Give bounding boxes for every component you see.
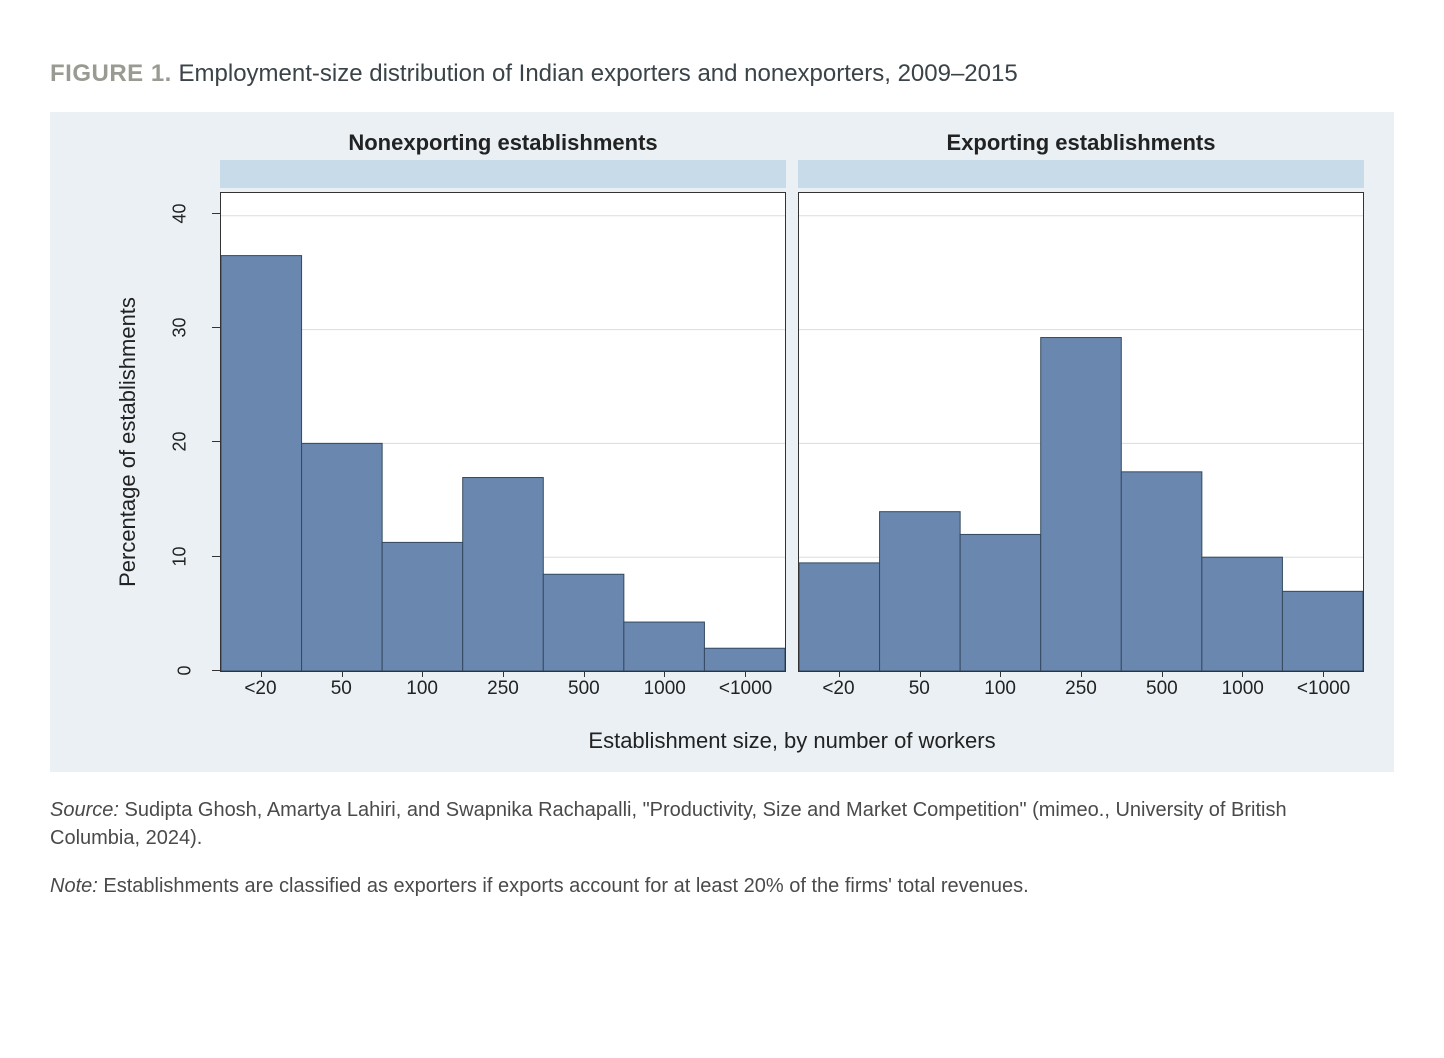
x-label-1-4: 500: [1121, 678, 1202, 714]
bar-1-0: [799, 563, 880, 671]
y-ticks: 010203040: [190, 192, 220, 672]
plot-0-svg: [221, 193, 785, 671]
x-label-0-4: 500: [543, 678, 624, 714]
x-label-0-1: 50: [301, 678, 382, 714]
bar-1-5: [1202, 557, 1283, 671]
figure-label: FIGURE 1.: [50, 60, 172, 87]
x-tickmark-0-2: [422, 671, 423, 677]
note-lead: Note:: [50, 875, 98, 897]
x-tickmark-0-6: [745, 671, 746, 677]
bar-0-2: [382, 542, 463, 671]
note-text: Establishments are classified as exporte…: [98, 875, 1029, 897]
source-text: Sudipta Ghosh, Amartya Lahiri, and Swapn…: [50, 799, 1287, 849]
panel-0-header: Nonexporting establishments: [220, 130, 786, 188]
axes-region: [220, 192, 1364, 672]
panel-1-title-bar: [798, 160, 1364, 188]
plot-0-bars: [221, 256, 785, 671]
bar-1-6: [1282, 591, 1363, 671]
note-caption: Note: Establishments are classified as e…: [50, 872, 1330, 900]
x-label-0-0: <20: [220, 678, 301, 714]
bar-0-0: [221, 256, 302, 671]
y-tick-20: 20: [170, 431, 220, 452]
x-label-1-0: <20: [798, 678, 879, 714]
x-tickmark-1-0: [839, 671, 840, 677]
panel-1-title: Exporting establishments: [798, 130, 1364, 156]
bar-1-4: [1121, 472, 1202, 671]
panel-0-title-bar: [220, 160, 786, 188]
figure-title: FIGURE 1. Employment-size distribution o…: [50, 60, 1394, 88]
x-label-1-2: 100: [960, 678, 1041, 714]
x-tickmark-0-3: [503, 671, 504, 677]
bar-1-1: [880, 512, 961, 671]
x-tickmark-1-5: [1242, 671, 1243, 677]
bar-0-5: [624, 622, 705, 671]
x-tickmark-1-4: [1162, 671, 1163, 677]
figure-title-text: Employment-size distribution of Indian e…: [179, 60, 1018, 87]
x-label-1-3: 250: [1041, 678, 1122, 714]
y-tick-10: 10: [170, 546, 220, 567]
plot-1-bars: [799, 338, 1363, 671]
bar-0-4: [543, 574, 624, 671]
x-tickmark-0-0: [261, 671, 262, 677]
x-tickmark-1-3: [1081, 671, 1082, 677]
x-label-1-6: <1000: [1283, 678, 1364, 714]
source-caption: Source: Sudipta Ghosh, Amartya Lahiri, a…: [50, 796, 1330, 852]
panel-1-header: Exporting establishments: [798, 130, 1364, 188]
bar-0-1: [302, 443, 383, 671]
x-label-0-3: 250: [463, 678, 544, 714]
y-axis-title: Percentage of establishments: [115, 297, 141, 587]
x-axis-title: Establishment size, by number of workers: [220, 728, 1364, 754]
x-tickmark-0-5: [664, 671, 665, 677]
panels-header: Nonexporting establishments Exporting es…: [220, 130, 1364, 188]
x-tickmark-1-1: [920, 671, 921, 677]
x-tickmark-1-6: [1323, 671, 1324, 677]
x-label-0-5: 1000: [624, 678, 705, 714]
x-label-1-5: 1000: [1202, 678, 1283, 714]
plot-0: [220, 192, 786, 672]
panel-0-title: Nonexporting establishments: [220, 130, 786, 156]
y-tick-0: 0: [180, 660, 220, 681]
bar-1-2: [960, 534, 1041, 671]
bar-1-3: [1041, 338, 1122, 671]
bar-0-3: [463, 478, 544, 671]
x-tickmark-0-4: [584, 671, 585, 677]
x-tickmark-0-1: [342, 671, 343, 677]
x-labels-1: <20501002505001000<1000: [798, 678, 1364, 714]
x-label-0-6: <1000: [705, 678, 786, 714]
x-label-0-2: 100: [382, 678, 463, 714]
plot-1: [798, 192, 1364, 672]
x-labels-0: <20501002505001000<1000: [220, 678, 786, 714]
y-tick-40: 40: [170, 203, 220, 224]
x-labels-row: <20501002505001000<1000 <205010025050010…: [220, 678, 1364, 714]
chart-frame: Percentage of establishments 010203040 N…: [50, 112, 1394, 772]
bar-0-6: [704, 648, 785, 671]
plot-1-svg: [799, 193, 1363, 671]
x-label-1-1: 50: [879, 678, 960, 714]
source-lead: Source:: [50, 799, 119, 821]
y-tick-30: 30: [170, 317, 220, 338]
x-tickmark-1-2: [1000, 671, 1001, 677]
